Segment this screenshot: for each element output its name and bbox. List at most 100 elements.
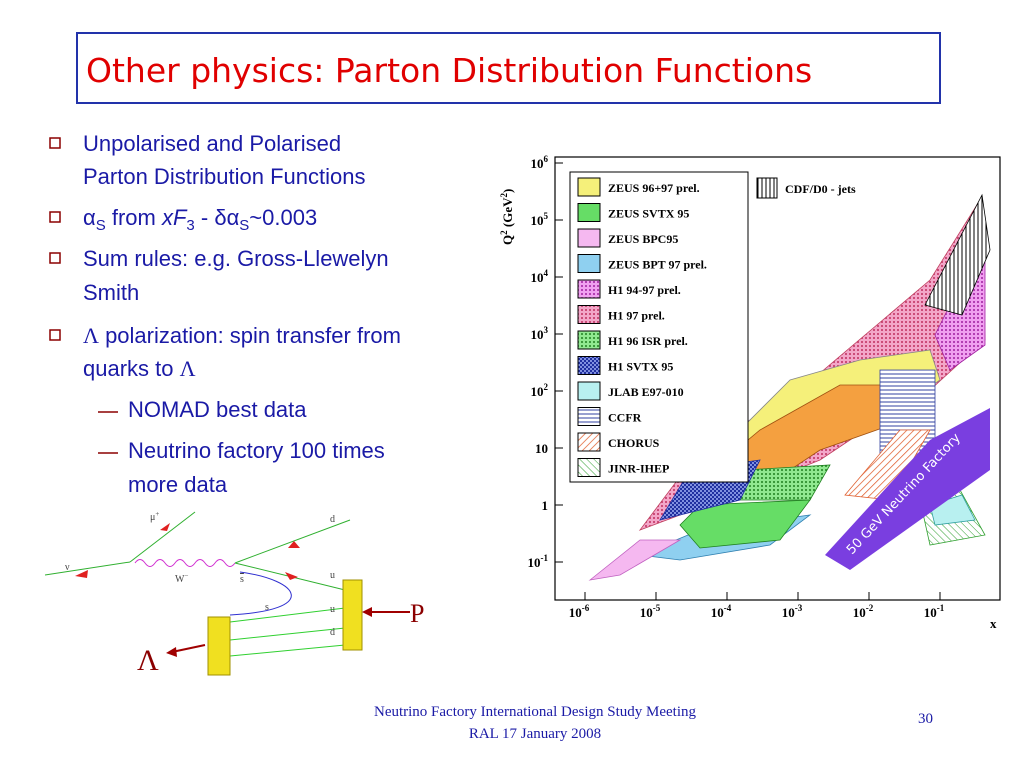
arrowhead <box>362 607 372 617</box>
run: S <box>96 217 106 234</box>
run: W <box>175 574 185 585</box>
run: + <box>155 510 159 518</box>
run: 6 <box>544 154 549 164</box>
plot-frame <box>554 156 1001 601</box>
arrowhead <box>288 541 300 548</box>
bullets: Unpolarised and Polarised Parton Distrib… <box>49 131 401 497</box>
run: 4 <box>544 268 549 278</box>
line <box>44 561 131 576</box>
sub-bullet-text: more data <box>128 472 228 497</box>
run: -1 <box>541 553 549 563</box>
line <box>129 511 196 563</box>
run: 2 <box>544 382 549 392</box>
tick-label: 10-2 <box>853 603 874 620</box>
bullet-text: Parton Distribution Functions <box>83 164 365 189</box>
tick-label: 10-5 <box>640 603 661 620</box>
legend-label: H1 97 prel. <box>608 309 665 323</box>
run: 10 <box>531 213 544 228</box>
legend-label: ZEUS BPC95 <box>608 232 678 246</box>
legend-swatch <box>577 177 601 197</box>
diagram-label: μ+ <box>150 510 159 523</box>
run: -5 <box>653 603 661 613</box>
tick-label: 104 <box>531 268 549 285</box>
bullet-marker <box>49 329 61 341</box>
arrowhead <box>166 647 177 657</box>
diagram-label: d <box>330 514 335 525</box>
run: polarization: spin transfer from <box>99 323 401 348</box>
diagram-label: u <box>330 604 335 615</box>
diagram-label: ν <box>65 562 70 573</box>
x-axis-label: x <box>990 616 997 631</box>
legend-label: H1 SVTX 95 <box>608 360 673 374</box>
legend-swatch <box>577 305 601 324</box>
run: μ <box>150 512 155 523</box>
arrowhead <box>75 570 88 578</box>
legend-swatch <box>577 330 601 350</box>
feynman-diagram: ν μ+ W− d u s s u d P Λ <box>44 510 424 677</box>
page-number: 30 <box>918 711 933 727</box>
lambda-blob <box>207 616 231 676</box>
legend-label: CHORUS <box>608 436 660 450</box>
footer: RAL 17 January 2008 <box>469 726 601 742</box>
legend-label: CCFR <box>608 411 642 425</box>
tick-label: 10-1 <box>924 603 945 620</box>
legend: ZEUS 96+97 prel. ZEUS SVTX 95 ZEUS BPC95 ZE… <box>569 171 749 483</box>
run: 10 <box>853 605 866 620</box>
run: -3 <box>795 603 803 613</box>
run: Λ <box>180 356 196 381</box>
tick-label: 1 <box>542 498 549 513</box>
run: -6 <box>582 603 590 613</box>
run: 10 <box>531 384 544 399</box>
run: 5 <box>544 211 549 221</box>
legend-box <box>569 171 749 483</box>
proton-blob <box>342 579 363 651</box>
run: S <box>239 217 249 234</box>
legend-label: JINR-IHEP <box>608 462 669 476</box>
run: 10 <box>782 605 795 620</box>
run: ) <box>500 189 515 193</box>
legend-swatch <box>577 203 601 222</box>
line <box>229 607 346 623</box>
run: -1 <box>937 603 945 613</box>
run: 10 <box>569 605 582 620</box>
legend-swatch <box>577 279 601 299</box>
line <box>234 519 351 564</box>
run: Q <box>500 235 515 245</box>
run: xF <box>161 205 188 230</box>
tick-label: 10-1 <box>528 553 549 570</box>
run: (GeV <box>500 197 515 230</box>
tick-label: 102 <box>531 382 549 399</box>
legend-swatch <box>577 407 601 426</box>
legend-label: ZEUS SVTX 95 <box>608 207 689 221</box>
w-boson <box>134 559 236 567</box>
region-zeus-bpc <box>588 539 682 581</box>
run: quarks to <box>83 356 180 381</box>
run: 2 <box>499 230 509 235</box>
run: 2 <box>499 193 509 198</box>
region-chorus <box>844 429 931 501</box>
line <box>229 627 346 641</box>
run: - δα <box>195 205 240 230</box>
bullet-text: Unpolarised and Polarised <box>83 131 341 156</box>
run: Λ <box>83 323 99 348</box>
run: 10 <box>528 555 541 570</box>
diagram-label: d <box>330 627 335 638</box>
legend-swatch <box>756 177 778 199</box>
strange-line <box>229 571 292 616</box>
proton-label: P <box>410 599 424 628</box>
tick-label: 10-3 <box>782 603 803 620</box>
tick-label: 105 <box>531 211 549 228</box>
run: 3 <box>544 325 549 335</box>
nufact-band <box>825 408 990 570</box>
title-box <box>76 32 941 104</box>
bullet-text: Sum rules: e.g. Gross-Llewelyn <box>83 246 389 271</box>
run: 10 <box>640 605 653 620</box>
region-cdf <box>924 193 991 316</box>
legend-swatch <box>577 432 601 452</box>
bullet-marker <box>49 211 61 223</box>
run: ~0.003 <box>249 205 317 230</box>
line <box>229 644 346 657</box>
run: -4 <box>724 603 732 613</box>
tick-label: 10 <box>535 441 548 456</box>
